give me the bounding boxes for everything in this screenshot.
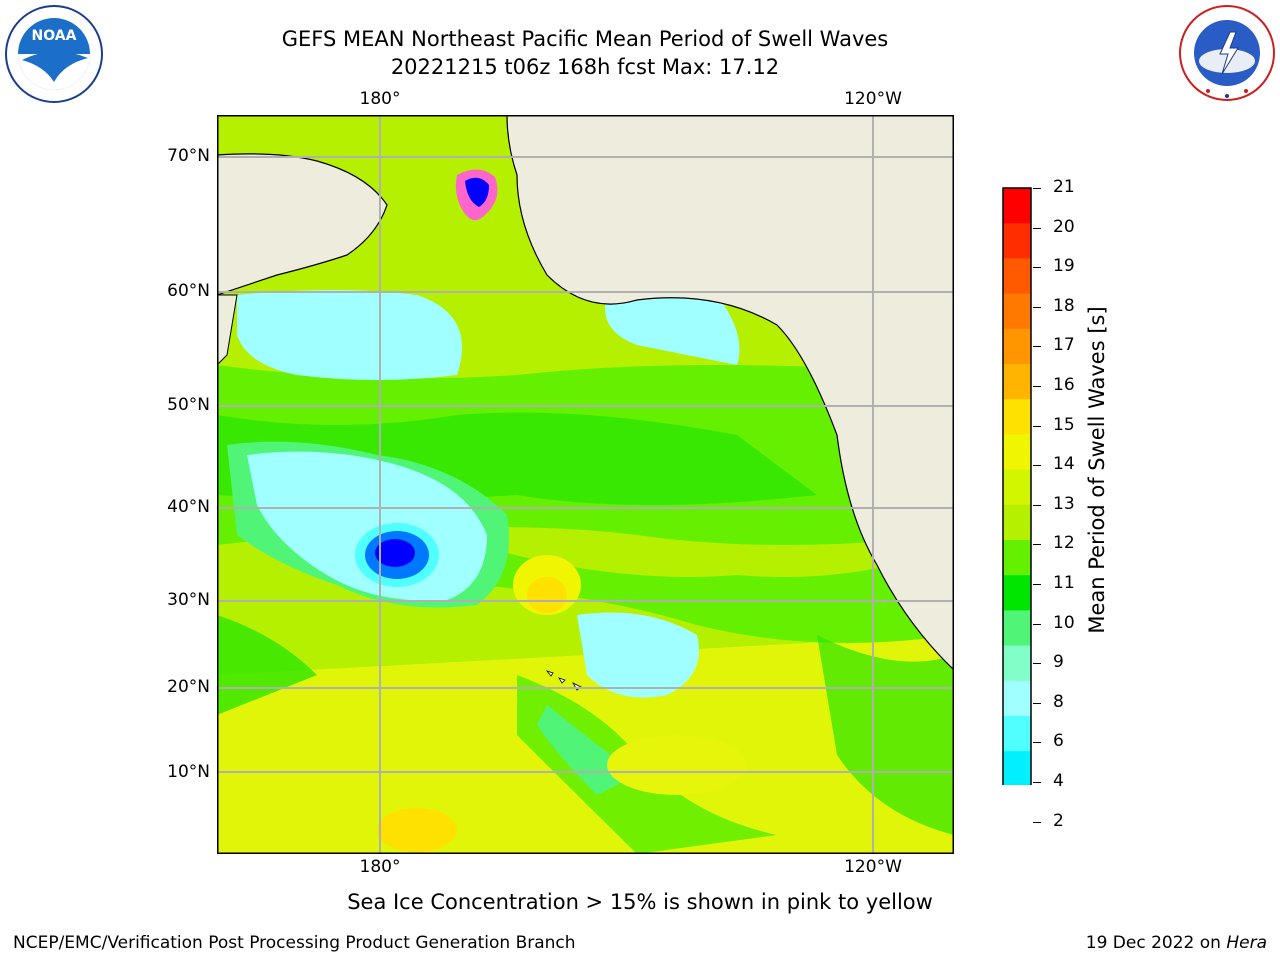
map-subtitle: 20221215 t06z 168h fcst Max: 17.12: [390, 55, 780, 79]
swell-period-map: [217, 115, 954, 858]
colorbar-tick-label: 9: [1053, 652, 1064, 673]
colorbar-tick-label: 10: [1053, 612, 1075, 633]
lat-label-60n: 60°N: [167, 281, 210, 301]
graticule: [217, 115, 954, 854]
colorbar-tick: [1033, 663, 1041, 665]
colorbar-tick-label: 19: [1053, 256, 1075, 277]
map-title: GEFS MEAN Northeast Pacific Mean Period …: [281, 27, 889, 51]
colorbar-tick-label: 12: [1053, 533, 1075, 554]
colorbar-tick-label: 16: [1053, 375, 1075, 395]
colorbar-tick: [1033, 742, 1041, 744]
colorbar-tick-label: 11: [1053, 573, 1075, 593]
colorbar-segment: [1003, 258, 1031, 295]
colorbar-segment: [1003, 469, 1031, 506]
colorbar-tick: [1033, 425, 1041, 427]
colorbar-tick-label: 20: [1053, 216, 1075, 237]
lat-label-70n: 70°N: [167, 146, 210, 166]
colorbar-tick: [1033, 188, 1041, 189]
noaa-logo-text: NOAA: [32, 28, 77, 44]
colorbar-segment: [1003, 575, 1031, 611]
colorbar-tick: [1033, 227, 1041, 229]
colorbar-tick-label: 18: [1053, 295, 1075, 316]
credit-text: NCEP/EMC/Verification Post Processing Pr…: [13, 933, 576, 953]
colorbar-tick-label: 8: [1053, 691, 1064, 712]
colorbar-tick: [1033, 504, 1041, 506]
colorbar-tick-label: 2: [1053, 810, 1064, 831]
colorbar-segment: [1003, 751, 1031, 787]
colorbar-tick-label: 21: [1053, 177, 1075, 197]
lat-label-40n: 40°N: [167, 497, 210, 517]
colorbar: [1002, 187, 1036, 851]
colorbar-tick: [1033, 306, 1041, 308]
colorbar-tick-label: 15: [1053, 414, 1075, 435]
colorbar-segment: [1003, 223, 1031, 259]
colorbar-tick-label: 17: [1053, 335, 1075, 356]
lon-label-top-120w: 120°W: [844, 89, 902, 109]
colorbar-tick: [1033, 386, 1041, 387]
colorbar-tick-label: 13: [1053, 493, 1075, 514]
nws-logo: [1178, 4, 1276, 106]
colorbar-tick: [1033, 782, 1041, 783]
sea-ice-note: Sea Ice Concentration > 15% is shown in …: [347, 890, 933, 914]
colorbar-segment: [1003, 504, 1031, 541]
colorbar-tick: [1033, 702, 1041, 704]
lat-label-10n: 10°N: [167, 762, 210, 782]
colorbar-tick: [1033, 623, 1041, 625]
colorbar-segment: [1003, 293, 1031, 330]
colorbar-segment: [1003, 645, 1031, 682]
date-host: Hera: [1226, 933, 1267, 953]
colorbar-segment: [1003, 680, 1031, 717]
colorbar-tick: [1033, 584, 1041, 585]
colorbar-tick-label: 14: [1053, 454, 1075, 475]
colorbar-tick: [1033, 465, 1041, 467]
colorbar-tick: [1033, 267, 1041, 269]
colorbar-segment: [1003, 540, 1031, 576]
lon-label-bottom-120w: 120°W: [844, 857, 902, 877]
date-stamp: 19 Dec 2022 on Hera: [1086, 933, 1267, 953]
lon-label-bottom-180: 180°: [359, 857, 401, 877]
colorbar-tick: [1033, 821, 1041, 823]
colorbar-title: Mean Period of Swell Waves [s]: [1085, 306, 1109, 634]
colorbar-segment: [1003, 188, 1031, 224]
colorbar-tick-label: 6: [1053, 731, 1064, 752]
colorbar-tick: [1033, 544, 1041, 546]
colorbar-tick: [1033, 346, 1041, 348]
colorbar-segment: [1003, 364, 1031, 400]
date-prefix: 19 Dec 2022 on: [1085, 933, 1227, 953]
noaa-logo: NOAA: [4, 4, 104, 108]
colorbar-segment: [1003, 610, 1031, 647]
lat-label-20n: 20°N: [167, 677, 210, 697]
colorbar-segment: [1003, 328, 1031, 365]
north-america-land: [506, 115, 954, 671]
lat-label-30n: 30°N: [167, 590, 210, 610]
lon-label-top-180: 180°: [359, 89, 401, 109]
colorbar-tick-label: 4: [1053, 771, 1064, 791]
map-frame: [217, 115, 954, 854]
colorbar-segment: [1003, 434, 1031, 471]
colorbar-segment: [1003, 716, 1031, 752]
lat-label-50n: 50°N: [167, 395, 210, 415]
colorbar-segment: [1003, 399, 1031, 435]
